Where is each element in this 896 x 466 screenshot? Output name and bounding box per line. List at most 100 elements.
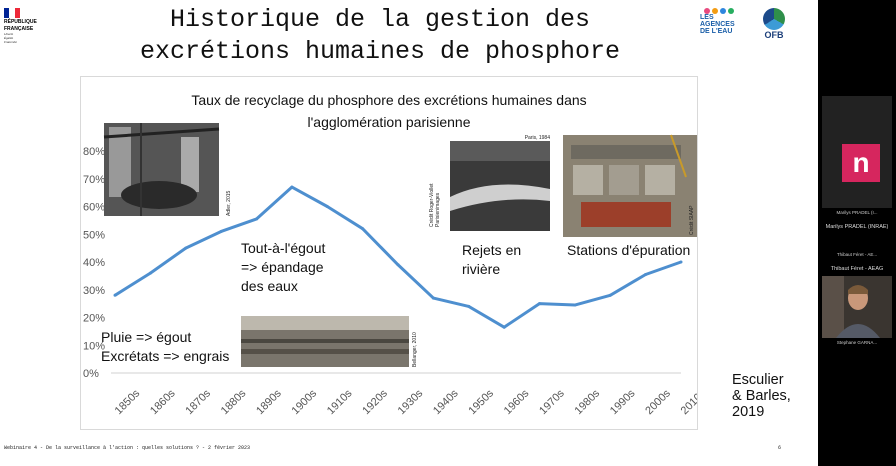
- data-point: [361, 227, 365, 231]
- data-point: [290, 185, 294, 189]
- agences-text-1: LES: [700, 14, 714, 21]
- photo-fields: [241, 316, 409, 367]
- annotation-stations: Stations d'épuration: [567, 242, 690, 258]
- annotation-tout-a-legout-3: des eaux: [241, 278, 298, 294]
- data-points: [113, 185, 683, 329]
- x-tick-label: 1890s: [254, 387, 284, 417]
- chart-title-line2: l'agglomération parisienne: [308, 114, 471, 130]
- y-tick-label: 60%: [83, 202, 105, 214]
- participant-video-thibaut[interactable]: [822, 276, 892, 338]
- y-tick-label: 0%: [83, 368, 99, 380]
- credit-siaap: Crédit SIAAP: [689, 205, 695, 235]
- x-tick-label: 1860s: [148, 387, 178, 417]
- french-flag-icon: [4, 8, 20, 18]
- x-tick-label: 2010s: [679, 387, 697, 417]
- republique-francaise-logo: RÉPUBLIQUE FRANÇAISE Liberté Égalité Fra…: [4, 8, 54, 44]
- x-tick-label: 1910s: [325, 387, 355, 417]
- participant-name-5: Thibaut Féret - AEAG: [830, 266, 884, 272]
- credit-adler: Adler, 2015: [226, 190, 232, 216]
- citation-line2: & Barles,: [732, 388, 791, 404]
- y-tick-label: 50%: [83, 229, 105, 241]
- data-point: [325, 205, 329, 208]
- data-point: [219, 229, 223, 233]
- ofb-circle-icon: [763, 8, 785, 30]
- ofb-logo-text: OFB: [764, 30, 784, 40]
- presentation-slide: RÉPUBLIQUE FRANÇAISE Liberté Égalité Fra…: [0, 0, 818, 466]
- annotation-rejets-1: Rejets en: [462, 242, 521, 258]
- avatar-letter: n: [852, 147, 870, 178]
- data-point: [538, 302, 541, 306]
- photo-treatment-plant: [563, 134, 697, 237]
- slide-footer: Webinaire 4 - De la surveillance à l'act…: [4, 445, 251, 451]
- credit-roger-viollet-1: Crédit Roger-Viollet: [429, 183, 435, 227]
- x-tick-label: 1970s: [537, 387, 567, 417]
- agences-dots-icon: [704, 8, 755, 14]
- photo-river: [450, 141, 550, 231]
- x-tick-label: 2000s: [643, 387, 673, 417]
- x-tick-label: 1950s: [466, 387, 496, 417]
- data-point: [608, 293, 612, 297]
- recycling-line-chart: Taux de recyclage du phosphore des excré…: [83, 92, 697, 417]
- participants-panel[interactable]: Antoine Dupuis ... n Marilys PRADEL (I..…: [818, 0, 896, 466]
- x-tick-label: 1870s: [183, 387, 213, 417]
- participant-name-3: Marilys PRADEL (INRAE): [825, 224, 889, 230]
- y-tick-label: 70%: [83, 174, 105, 186]
- photo-mill: [103, 123, 220, 216]
- chart-container: Taux de recyclage du phosphore des excré…: [80, 76, 698, 430]
- y-tick-label: 40%: [83, 257, 105, 269]
- data-point: [396, 263, 400, 267]
- rf-motto-1: Liberté: [4, 32, 14, 36]
- data-point: [184, 246, 188, 250]
- annotation-rejets-2: rivière: [462, 261, 500, 277]
- participant-name-2: Marilys PRADEL (I...: [836, 210, 878, 215]
- x-tick-label: 1850s: [113, 387, 143, 417]
- participant-tile-marilys[interactable]: n: [822, 96, 892, 208]
- avatar: n: [842, 144, 880, 182]
- person-video-icon: [822, 276, 892, 338]
- participant-name-6: Stephane GARNA...: [836, 340, 878, 345]
- slide-title-line2: excrétions humaines de phosphore: [139, 37, 621, 66]
- y-tick-label: 30%: [83, 285, 105, 297]
- rf-text-2: FRANÇAISE: [4, 26, 34, 32]
- slide-title: Historique de la gestion des excrétions …: [60, 4, 700, 68]
- credit-roger-viollet-2: Parisienimages: [435, 192, 441, 227]
- annotation-tout-a-legout-1: Tout-à-l'égout: [241, 240, 326, 256]
- data-point: [431, 296, 435, 300]
- y-tick-label: 10%: [83, 340, 105, 352]
- y-tick-label: 20%: [83, 313, 105, 325]
- annotation-tout-a-legout-2: => épandage: [241, 259, 324, 275]
- participant-name-4: Thibaut Féret - AE...: [836, 252, 878, 257]
- data-point: [255, 217, 258, 221]
- agences-text-3: DE L'EAU: [700, 28, 733, 35]
- rf-motto-3: Fraternité: [4, 40, 17, 44]
- x-tick-label: 1990s: [608, 387, 638, 417]
- x-tick-label: 1960s: [502, 387, 532, 417]
- citation: Esculier & Barles, 2019: [732, 372, 791, 420]
- citation-line1: Esculier: [732, 372, 784, 388]
- annotation-pluie-2: Excrétats => engrais: [101, 348, 229, 364]
- x-tick-label: 1930s: [396, 387, 426, 417]
- x-tick-label: 1920s: [360, 387, 390, 417]
- citation-line3: 2019: [732, 404, 765, 420]
- data-point: [679, 260, 683, 264]
- slide-title-line1: Historique de la gestion des: [169, 5, 591, 34]
- data-point: [644, 272, 648, 276]
- x-tick-label: 1940s: [431, 387, 461, 417]
- agences-de-leau-logo: LES AGENCES DE L'EAU: [700, 8, 755, 35]
- data-point: [502, 325, 506, 329]
- rf-text-1: RÉPUBLIQUE: [4, 19, 37, 25]
- data-point: [573, 303, 577, 307]
- x-tick-label: 1900s: [290, 387, 320, 417]
- x-axis: 1850s 1860s 1870s 1880s 1890s 1900s 1910s 1920s…: [113, 387, 697, 417]
- rf-motto-2: Égalité: [4, 36, 14, 40]
- chart-title-line1: Taux de recyclage du phosphore des excré…: [191, 92, 586, 108]
- y-tick-label: 80%: [83, 146, 105, 158]
- x-tick-label: 1980s: [573, 387, 603, 417]
- credit-paris: Paris, 1984: [525, 135, 551, 141]
- credit-bellanger: Bellanger, 2010: [412, 332, 418, 367]
- data-point: [113, 293, 117, 297]
- data-point: [467, 304, 471, 308]
- page-number: 6: [778, 445, 782, 451]
- agences-text-2: AGENCES: [700, 21, 735, 28]
- ofb-logo: OFB: [758, 8, 790, 40]
